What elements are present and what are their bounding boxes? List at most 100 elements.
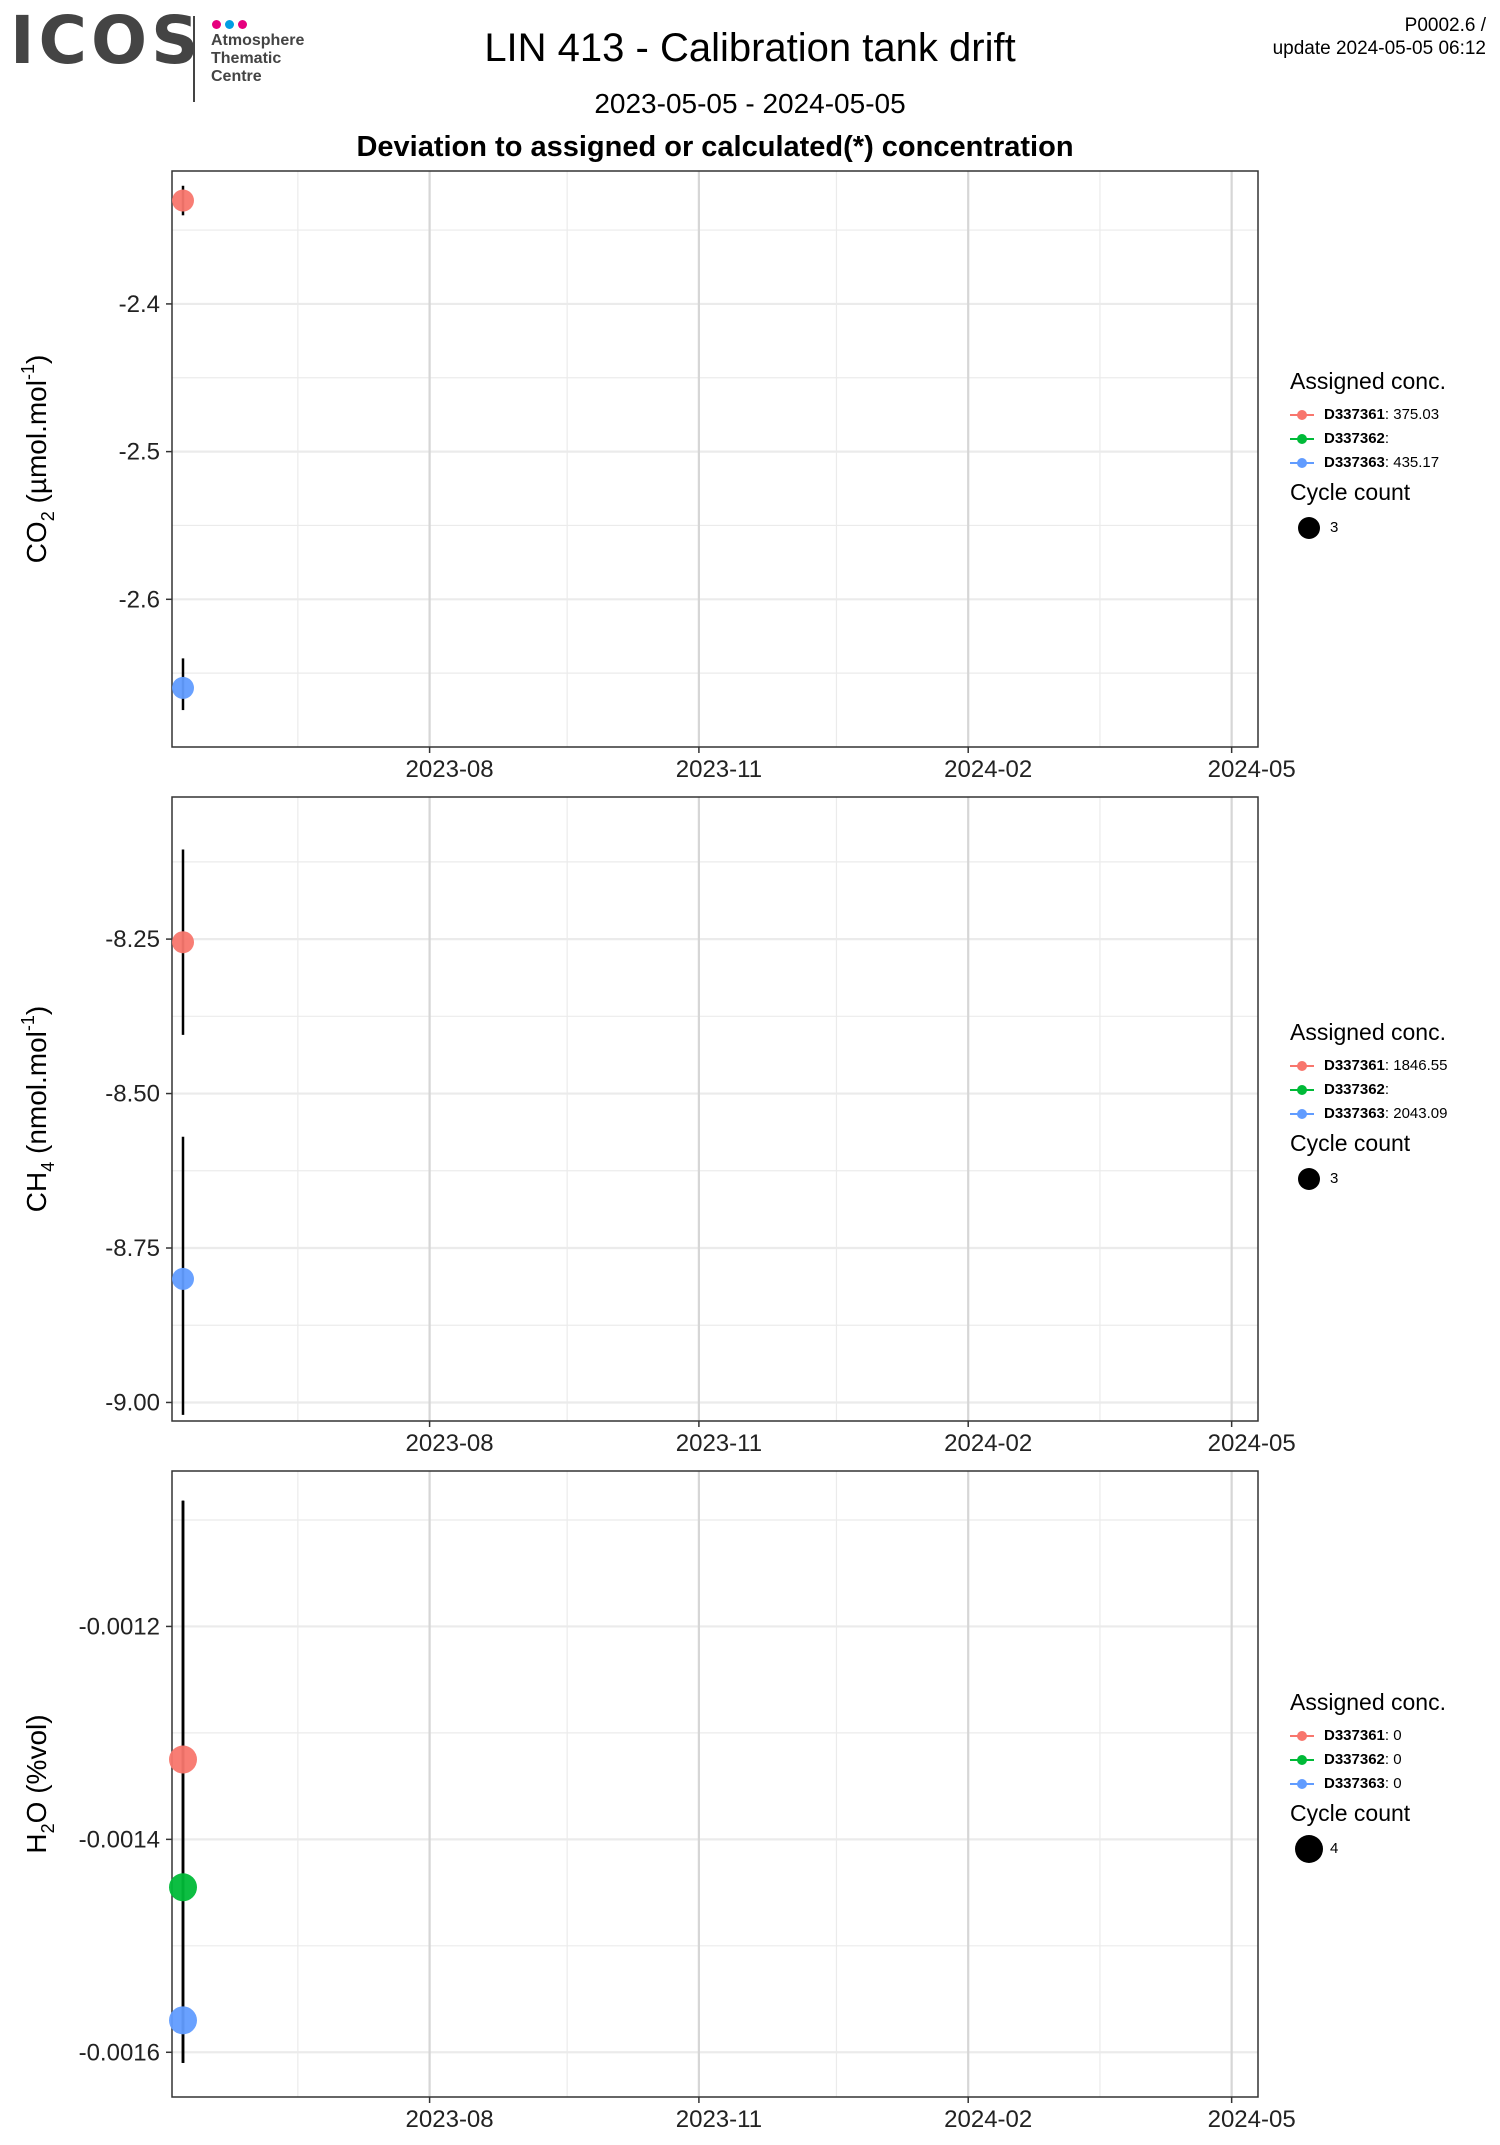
legend-series-value: : [1384, 1081, 1390, 1098]
legend-series-id: D337362 [1324, 1751, 1385, 1768]
legend-size-dot [1298, 1168, 1320, 1190]
legend-key-dot [1297, 1779, 1307, 1789]
legend-key [1290, 434, 1314, 444]
legend-key [1290, 1731, 1314, 1741]
y-axis-label-part: -1 [18, 1015, 38, 1031]
panel-border [171, 796, 1259, 1422]
legend-series-value: : [1384, 430, 1390, 447]
x-tick-label: 2024-05 [1208, 2106, 1296, 2133]
legend-key-dot [1297, 434, 1307, 444]
legend-series-id: D337363 [1324, 1105, 1385, 1122]
legend-series-value: : 1846.55 [1384, 1057, 1448, 1074]
legend-size-label: 3 [1330, 1170, 1339, 1187]
logo-subtitle-line: Centre [211, 68, 262, 85]
legend-key-dot [1297, 458, 1307, 468]
legend-item: D337361: 0 [1290, 1724, 1446, 1748]
legend-size-dot [1295, 1835, 1323, 1863]
legend-series-value: : 375.03 [1384, 406, 1440, 423]
legend-key-dot [1297, 1109, 1307, 1119]
legend-key-dot [1297, 1061, 1307, 1071]
legend-size-title: Cycle count [1290, 479, 1411, 505]
legend-size-label: 3 [1330, 519, 1339, 536]
x-tick-label: 2024-02 [944, 756, 1032, 783]
logo-subtitle: Atmosphere Thematic Centre [211, 32, 304, 86]
legend-key-dot [1297, 1085, 1307, 1095]
legend-size-dot [1298, 517, 1320, 539]
legend-series-value: : 0 [1384, 1775, 1402, 1792]
x-tick-label: 2023-11 [676, 1430, 762, 1457]
y-tick-label: -8.50 [105, 1081, 160, 1108]
legend-series-value: : 0 [1384, 1727, 1402, 1744]
legend-size-title: Cycle count [1290, 1130, 1411, 1156]
y-axis-label-part: (nmol.mol [21, 1031, 52, 1162]
x-tick-label: 2023-08 [406, 1430, 494, 1457]
logo-subtitle-line: Atmosphere [211, 32, 305, 49]
legend-key [1290, 1085, 1314, 1095]
y-axis-label-part: ) [21, 355, 52, 364]
legend-title: Assigned conc. [1290, 368, 1446, 394]
chart-caption: Deviation to assigned or calculated(*) c… [356, 131, 1074, 163]
legend-size-item: 4 [1290, 1827, 1446, 1871]
plot-area [172, 1471, 1258, 2097]
data-point-d337361 [172, 931, 194, 954]
icos-logo-text: ICOS [10, 2, 203, 79]
plot-area [172, 797, 1258, 1421]
y-axis-label-part: CH [21, 1172, 52, 1212]
logo-separator [193, 16, 195, 102]
y-tick-label: -2.6 [119, 586, 160, 613]
legend-key [1290, 410, 1314, 420]
legend-series-id: D337362 [1324, 430, 1385, 447]
y-tick-label: -8.75 [105, 1235, 160, 1262]
legend-h2o: Assigned conc. D337361: 0 D337362: 0 D33736… [1290, 1689, 1446, 1871]
legend-title: Assigned conc. [1290, 1689, 1446, 1715]
y-tick-label: -0.0016 [79, 2039, 160, 2066]
data-point-d337363 [172, 1267, 194, 1290]
legend-series-id: D337361 [1324, 1727, 1385, 1744]
y-axis-label: H2O (%vol) [21, 1714, 58, 1853]
y-tick-label: -0.0014 [79, 1826, 160, 1853]
panel-border [171, 170, 1259, 748]
legend-series-value: : 0 [1384, 1751, 1402, 1768]
panel-h2o: -0.0012 -0.0014 -0.0016 2023-08 2023-11 2024-… [21, 1470, 1296, 2133]
legend-series-id: D337362 [1324, 1081, 1385, 1098]
y-tick-label: -8.25 [105, 926, 160, 953]
panel-border [171, 1470, 1259, 2098]
legend-item: D337361: 1846.55 [1290, 1054, 1447, 1078]
legend-item: D337363: 2043.09 [1290, 1102, 1447, 1126]
panel-ch4: -8.25 -8.50 -8.75 -9.00 2023-08 2023-11 2024-0… [18, 796, 1296, 1457]
x-tick-label: 2024-05 [1208, 756, 1296, 783]
y-axis-label-part: H [21, 1833, 52, 1853]
legend-series-id: D337361 [1324, 406, 1385, 423]
chart-title: LIN 413 - Calibration tank drift [484, 26, 1016, 70]
data-point-d337361 [169, 1745, 197, 1774]
legend-title: Assigned conc. [1290, 1019, 1446, 1045]
y-tick-label: -9.00 [105, 1389, 160, 1416]
plot-area [172, 171, 1258, 747]
chart-date-range: 2023-05-05 - 2024-05-05 [594, 88, 906, 119]
y-axis-label-part: -1 [18, 364, 38, 380]
panel-co2: -2.4 -2.5 -2.6 2023-08 2023-11 2024-02 2024-05… [18, 170, 1296, 783]
legend-size-item: 3 [1290, 1157, 1447, 1201]
y-axis-label: CH4 (nmol.mol-1) [18, 1006, 58, 1213]
legend-series-value: : 2043.09 [1384, 1105, 1448, 1122]
y-axis-label-part: 2 [38, 1823, 58, 1833]
y-axis-label-part: 4 [38, 1162, 58, 1172]
legend-series-id: D337363 [1324, 454, 1385, 471]
y-tick-label: -0.0012 [79, 1613, 160, 1640]
legend-key-dot [1297, 410, 1307, 420]
logo-dot [212, 20, 221, 29]
data-point-d337363 [169, 2006, 197, 2035]
legend-size-label: 4 [1330, 1840, 1339, 1857]
x-tick-label: 2023-08 [406, 2106, 494, 2133]
legend-item: D337361: 375.03 [1290, 403, 1446, 427]
data-point-d337363 [172, 676, 194, 699]
x-tick-label: 2024-05 [1208, 1430, 1296, 1457]
y-axis-label: CO2 (µmol.mol-1) [18, 355, 58, 564]
legend-series-value: : 435.17 [1384, 454, 1440, 471]
update-line: update 2024-05-05 06:12 [1272, 38, 1486, 59]
x-tick-label: 2023-11 [676, 2106, 762, 2133]
legend-item: D337362: [1290, 427, 1446, 451]
y-tick-label: -2.4 [119, 291, 160, 318]
x-tick-label: 2023-11 [676, 756, 762, 783]
